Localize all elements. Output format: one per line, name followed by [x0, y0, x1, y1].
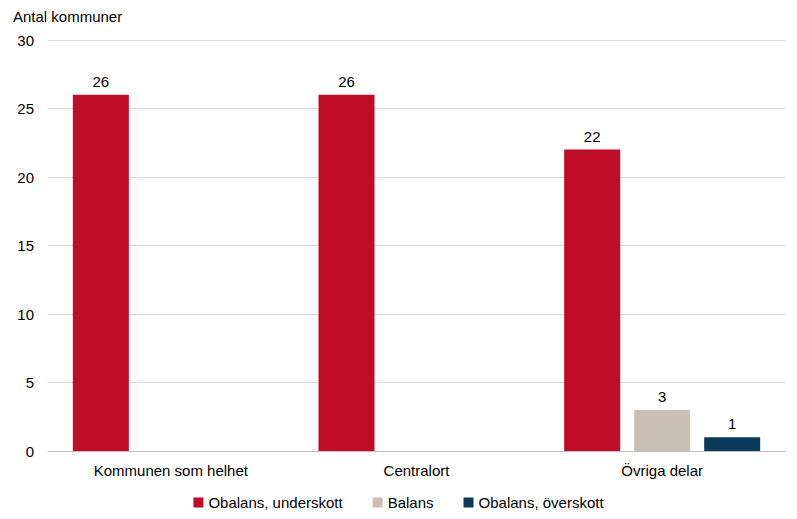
svg-text:15: 15 — [17, 237, 34, 254]
svg-text:1: 1 — [728, 415, 736, 432]
svg-text:Övriga delar: Övriga delar — [621, 462, 703, 479]
svg-text:0: 0 — [26, 443, 34, 460]
svg-text:Obalans, överskott: Obalans, överskott — [479, 494, 605, 511]
svg-text:Centralort: Centralort — [384, 462, 451, 479]
svg-text:Antal kommuner: Antal kommuner — [13, 8, 122, 25]
svg-text:3: 3 — [658, 388, 666, 405]
svg-text:Obalans, underskott: Obalans, underskott — [208, 494, 343, 511]
svg-text:26: 26 — [92, 73, 109, 90]
svg-text:Balans: Balans — [388, 494, 434, 511]
svg-text:30: 30 — [17, 32, 34, 49]
svg-text:25: 25 — [17, 100, 34, 117]
svg-text:5: 5 — [26, 374, 34, 391]
svg-text:26: 26 — [338, 73, 355, 90]
svg-text:Kommunen som helhet: Kommunen som helhet — [94, 462, 249, 479]
svg-text:20: 20 — [17, 169, 34, 186]
svg-text:10: 10 — [17, 306, 34, 323]
svg-text:22: 22 — [584, 128, 601, 145]
